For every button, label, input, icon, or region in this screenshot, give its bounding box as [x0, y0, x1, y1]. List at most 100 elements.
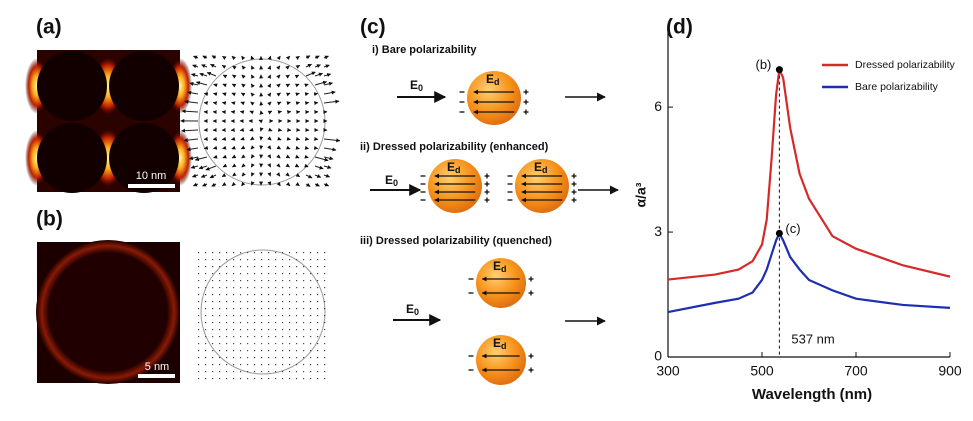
field-label: Ed	[447, 160, 461, 175]
field-arrow	[295, 136, 301, 141]
field-dot	[198, 378, 200, 380]
field-dot	[212, 350, 214, 352]
field-dot	[282, 308, 284, 310]
field-dot	[233, 294, 235, 296]
field-dot	[247, 315, 249, 317]
field-dot	[303, 280, 305, 282]
field-dot	[275, 329, 277, 331]
field-dot	[317, 343, 319, 345]
field-dot	[275, 287, 277, 289]
field-arrow	[323, 182, 330, 187]
field-arrow	[241, 74, 246, 79]
field-arrow	[323, 99, 340, 104]
field-dot	[268, 273, 270, 275]
field-dot	[275, 280, 277, 282]
field-arrow	[241, 65, 246, 70]
x-axis-label: Wavelength (nm)	[752, 386, 872, 403]
field-dot	[233, 252, 235, 254]
field-dot	[303, 301, 305, 303]
field-dot	[247, 336, 249, 338]
field-dot	[310, 294, 312, 296]
field-dot	[303, 350, 305, 352]
field-dot	[226, 308, 228, 310]
field-dot	[205, 259, 207, 261]
field-dot	[219, 350, 221, 352]
legend-label: Dressed polarizability	[855, 59, 956, 71]
field-dot	[219, 280, 221, 282]
field-dot	[310, 266, 312, 268]
field-arrow	[295, 173, 301, 178]
field-dot	[226, 371, 228, 373]
field-dot	[247, 294, 249, 296]
field-dot	[310, 343, 312, 345]
field-dot	[226, 343, 228, 345]
field-dot	[317, 357, 319, 359]
field-label: E0	[410, 78, 423, 93]
field-dot	[289, 329, 291, 331]
field-dot	[254, 364, 256, 366]
field-arrow	[314, 72, 323, 77]
field-dot	[261, 357, 263, 359]
field-dot	[310, 329, 312, 331]
field-arrow	[314, 156, 329, 162]
field-arrow	[295, 64, 301, 69]
field-arrow	[286, 136, 291, 141]
field-dot	[303, 364, 305, 366]
field-arrow	[294, 163, 300, 168]
field-dot	[212, 273, 214, 275]
field-dot	[247, 301, 249, 303]
field-dot	[275, 378, 277, 380]
field-arrow	[304, 145, 309, 150]
field-dot	[198, 308, 200, 310]
field-arrow	[211, 55, 217, 60]
field-dot	[324, 350, 326, 352]
field-arrow	[222, 92, 227, 97]
field-dot	[247, 343, 249, 345]
field-arrow	[285, 154, 291, 159]
field-dot	[317, 287, 319, 289]
field-map-a: 10 nm	[25, 50, 192, 193]
field-arrow	[314, 174, 322, 178]
field-dot	[296, 336, 298, 338]
field-dot	[247, 308, 249, 310]
field-dot	[233, 301, 235, 303]
field-arrow	[250, 154, 255, 159]
field-dot	[289, 280, 291, 282]
field-arrow	[241, 172, 246, 177]
annotation: (c)	[785, 221, 800, 236]
field-arrow	[304, 163, 309, 168]
field-dot	[212, 287, 214, 289]
field-dot	[310, 350, 312, 352]
field-arrow	[192, 64, 199, 69]
field-arrow	[232, 163, 237, 168]
field-dot	[226, 266, 228, 268]
field-dot	[289, 364, 291, 366]
field-dot	[198, 252, 200, 254]
field-dot	[247, 259, 249, 261]
field-dot	[324, 294, 326, 296]
field-arrow	[202, 182, 208, 187]
field-dot	[205, 287, 207, 289]
field-dot	[212, 322, 214, 324]
field-dot	[254, 322, 256, 324]
field-dot	[296, 308, 298, 310]
field-dot	[198, 266, 200, 268]
field-dot	[233, 259, 235, 261]
field-dot	[275, 315, 277, 317]
field-dot	[261, 266, 263, 268]
field-dot	[310, 322, 312, 324]
y-tick-label: 6	[654, 98, 662, 114]
field-dot	[254, 266, 256, 268]
field-arrow	[250, 74, 255, 79]
field-arrow	[276, 101, 282, 106]
field-dot	[275, 343, 277, 345]
field-arrow	[277, 136, 282, 141]
field-arrow	[313, 145, 319, 150]
nanoparticle	[476, 335, 526, 385]
field-dot	[254, 252, 256, 254]
field-dot	[212, 266, 214, 268]
field-dot	[261, 329, 263, 331]
field-dot	[233, 280, 235, 282]
field-dot	[198, 336, 200, 338]
field-arrow	[241, 55, 246, 61]
